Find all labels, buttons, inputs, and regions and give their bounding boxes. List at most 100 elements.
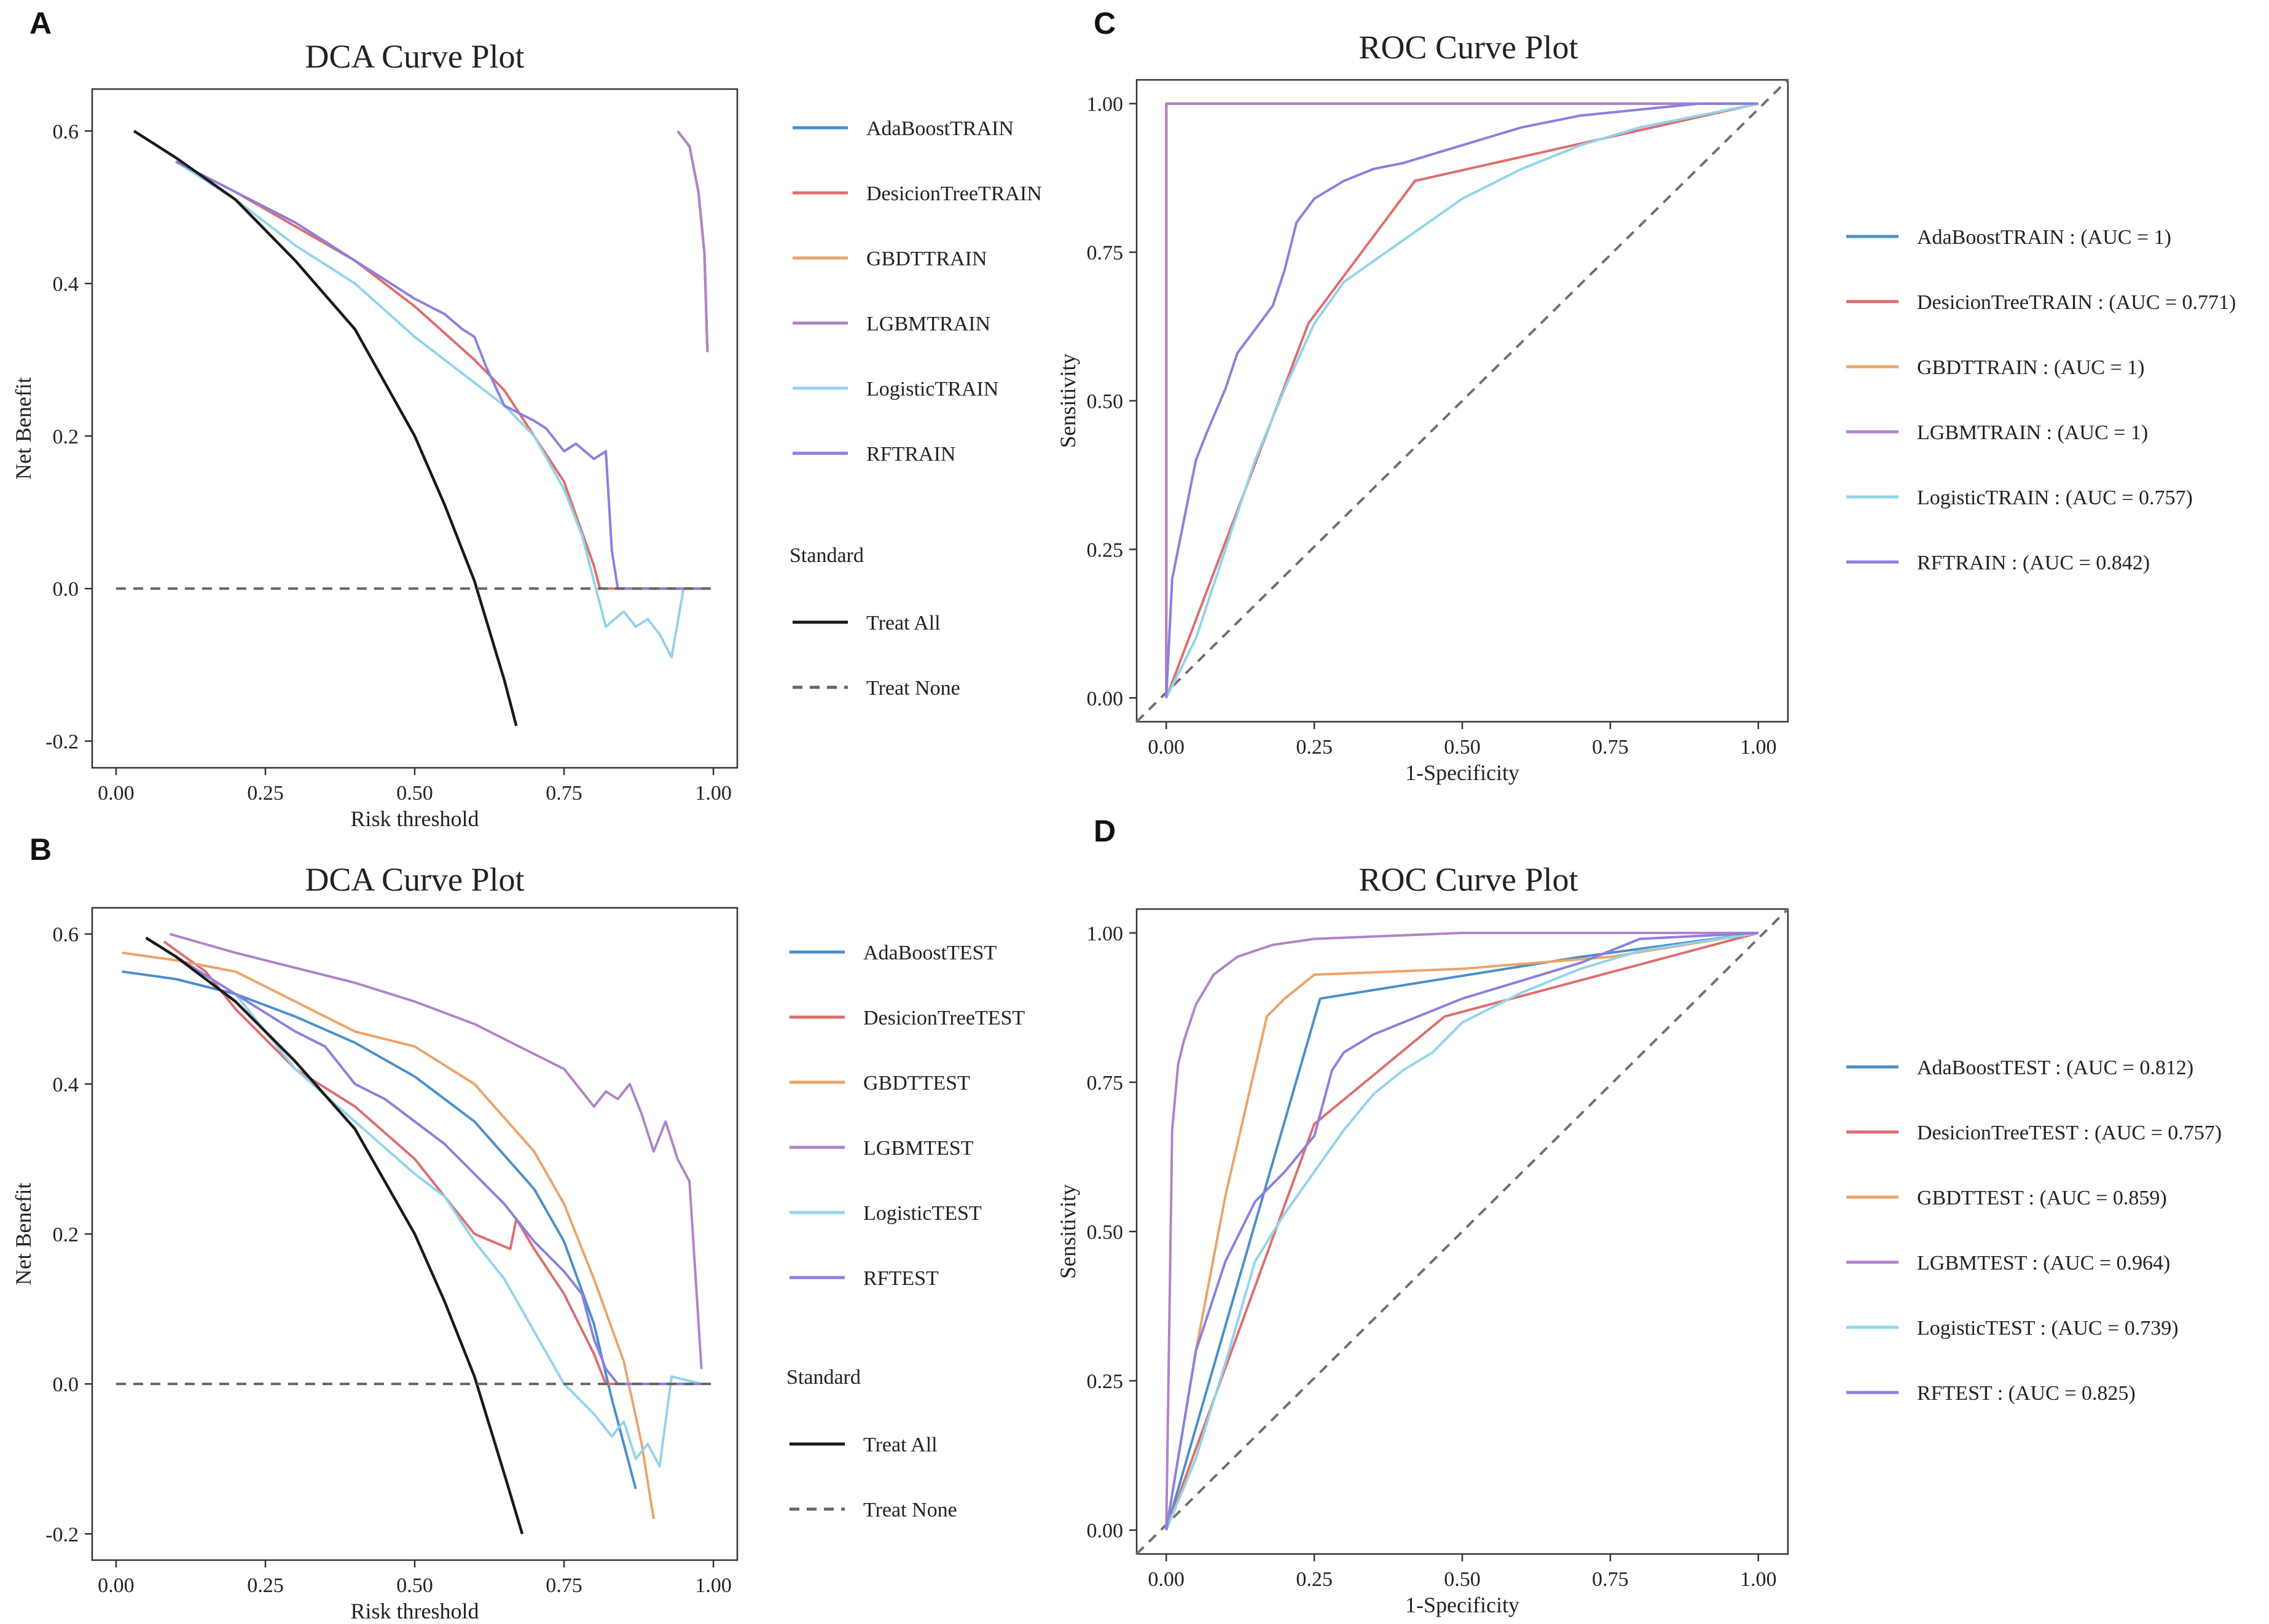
panel-d: D ROC Curve Plot 0.00 0.25 0.50 0.75 1.00 0.00 0… — [1056, 814, 2222, 1617]
series-line-logistictrain-auc-0-757 — [1165, 102, 1759, 699]
y-tick-label: 0.6 — [53, 924, 79, 947]
legend: AdaBoostTEST : (AUC = 0.812) DesicionTree… — [1846, 1056, 2222, 1405]
series-line-adaboosttest — [122, 970, 637, 1489]
series-line-logistictest — [175, 955, 702, 1468]
legend-label: LogisticTEST — [863, 1202, 982, 1225]
legend-label: GBDTTRAIN — [866, 248, 987, 270]
y-tick-label: 1.00 — [1087, 93, 1124, 116]
panel-letter: A — [29, 6, 52, 41]
legend-label: GBDTTEST — [863, 1072, 970, 1095]
x-axis-label: 1-Specificity — [1405, 760, 1519, 785]
legend-label: LGBMTRAIN : (AUC = 1) — [1917, 421, 2148, 444]
y-tick-label: -0.2 — [45, 1523, 79, 1546]
y-tick-label: 0.6 — [53, 120, 79, 143]
y-tick-label: 0.75 — [1087, 1072, 1124, 1095]
diagonal-reference-line — [1135, 908, 1789, 1555]
panel-letter: B — [29, 832, 52, 867]
y-axis-label: Sensitivity — [1056, 353, 1080, 448]
legend-label: RFTEST — [863, 1267, 939, 1290]
series-line-lgbmtrain — [676, 130, 709, 353]
x-tick-label: 0.50 — [1444, 1568, 1481, 1591]
chart-title: DCA Curve Plot — [305, 861, 524, 898]
series-line-gbdttrain-auc-1 — [1165, 102, 1758, 698]
legend-label: GBDTTEST : (AUC = 0.859) — [1917, 1187, 2167, 1209]
x-axis-label: 1-Specificity — [1405, 1593, 1519, 1617]
x-tick-label: 0.75 — [546, 1574, 582, 1597]
legend-label: DesicionTreeTEST : (AUC = 0.757) — [1917, 1122, 2222, 1144]
y-tick-label: 0.2 — [53, 1224, 79, 1246]
legend-label: RFTEST : (AUC = 0.825) — [1917, 1382, 2136, 1405]
legend-label: LGBMTEST : (AUC = 0.964) — [1917, 1252, 2170, 1275]
x-tick-label: 0.50 — [396, 782, 433, 805]
legend-label: AdaBoostTRAIN — [866, 117, 1014, 140]
series-line-logistictrain — [175, 160, 708, 658]
legend: AdaBoostTEST DesicionTreeTEST GBDTTEST LGBM… — [786, 942, 1025, 1521]
y-tick-label: 0.25 — [1087, 1370, 1124, 1393]
series-line-lgbmtrain-auc-1 — [1165, 102, 1758, 698]
series-line-rftest — [175, 955, 702, 1386]
y-axis-label: Sensitivity — [1056, 1184, 1080, 1279]
y-tick-label: 0.4 — [53, 1074, 79, 1096]
series-line-treat-all — [133, 130, 518, 727]
legend: AdaBoostTRAIN DesicionTreeTRAIN GBDTTRAIN L… — [790, 117, 1042, 700]
y-axis-label: Net Benefit — [11, 1183, 36, 1286]
series-line-rftest-auc-0-825 — [1165, 931, 1758, 1531]
series-line-treat-all — [145, 936, 524, 1534]
legend-label: AdaBoostTRAIN : (AUC = 1) — [1917, 226, 2171, 249]
x-tick-label: 0.00 — [1148, 1568, 1185, 1591]
x-tick-label: 0.25 — [1296, 1568, 1333, 1591]
series-line-rftrain-auc-0-842 — [1165, 102, 1758, 698]
legend-label: DesicionTreeTEST — [863, 1007, 1025, 1029]
legend-label: GBDTTRAIN : (AUC = 1) — [1917, 356, 2144, 379]
legend-label: Treat All — [863, 1434, 938, 1456]
legend-label: RFTRAIN : (AUC = 0.842) — [1917, 552, 2150, 574]
legend-label: LogisticTRAIN — [866, 378, 998, 400]
legend-label: RFTRAIN — [866, 443, 955, 466]
y-tick-label: 0.4 — [53, 273, 79, 296]
chart-title: DCA Curve Plot — [305, 38, 524, 75]
x-tick-label: 1.00 — [1740, 1568, 1777, 1591]
legend-label: Treat None — [866, 677, 960, 700]
chart-title: ROC Curve Plot — [1358, 29, 1578, 66]
x-tick-label: 0.75 — [1592, 736, 1629, 759]
series-line-gbdttest — [122, 951, 655, 1520]
x-tick-label: 0.50 — [1444, 736, 1481, 759]
legend-label: AdaBoostTEST : (AUC = 0.812) — [1917, 1056, 2193, 1079]
x-axis-label: Risk threshold — [350, 806, 479, 831]
legend-label: DesicionTreeTRAIN — [866, 182, 1042, 205]
series-line-rftrain — [175, 160, 708, 590]
y-axis-label: Net Benefit — [11, 377, 36, 480]
y-tick-label: 0.50 — [1087, 391, 1124, 413]
legend-label: DesicionTreeTRAIN : (AUC = 0.771) — [1917, 291, 2236, 314]
x-tick-label: 1.00 — [695, 782, 732, 805]
x-tick-label: 0.75 — [546, 782, 582, 805]
chart-title: ROC Curve Plot — [1358, 861, 1578, 898]
y-tick-label: 0.50 — [1087, 1221, 1124, 1244]
panel-a: A DCA Curve Plot 0.00 0.25 0.50 0.75 1.00 -0.2 0… — [11, 6, 1042, 831]
y-tick-label: 0.25 — [1087, 539, 1124, 561]
series-line-desiciontreetrain-auc-0-771 — [1165, 102, 1759, 699]
series-line-desiciontreetrain — [175, 160, 708, 590]
x-tick-label: 0.00 — [1148, 736, 1185, 759]
series-line-desiciontreetest — [163, 940, 702, 1386]
x-tick-label: 0.25 — [247, 1574, 284, 1597]
panel-letter: C — [1094, 6, 1116, 41]
series-line-lgbmtest — [169, 932, 703, 1369]
series-line-adaboosttrain-auc-1 — [1165, 102, 1758, 698]
legend-label: LogisticTRAIN : (AUC = 0.757) — [1917, 486, 2193, 509]
legend-label: AdaBoostTEST — [863, 942, 997, 964]
y-tick-label: 0.00 — [1087, 1520, 1124, 1542]
y-tick-label: -0.2 — [45, 731, 79, 754]
x-tick-label: 0.75 — [1592, 1568, 1629, 1591]
x-tick-label: 1.00 — [695, 1574, 732, 1597]
series-line-lgbmtest-auc-0-964 — [1165, 931, 1758, 1531]
legend-standard-title: Standard — [790, 544, 864, 567]
legend-label: Treat None — [863, 1499, 957, 1521]
y-tick-label: 0.0 — [53, 1373, 79, 1396]
legend: AdaBoostTRAIN : (AUC = 1) DesicionTreeTRA… — [1846, 226, 2236, 574]
panel-c: C ROC Curve Plot 0.00 0.25 0.50 0.75 1.00 0.00 0… — [1056, 6, 2236, 785]
series-line-gbdttest-auc-0-859 — [1165, 931, 1759, 1531]
panel-letter: D — [1094, 814, 1116, 848]
legend-label: Treat All — [866, 612, 941, 634]
